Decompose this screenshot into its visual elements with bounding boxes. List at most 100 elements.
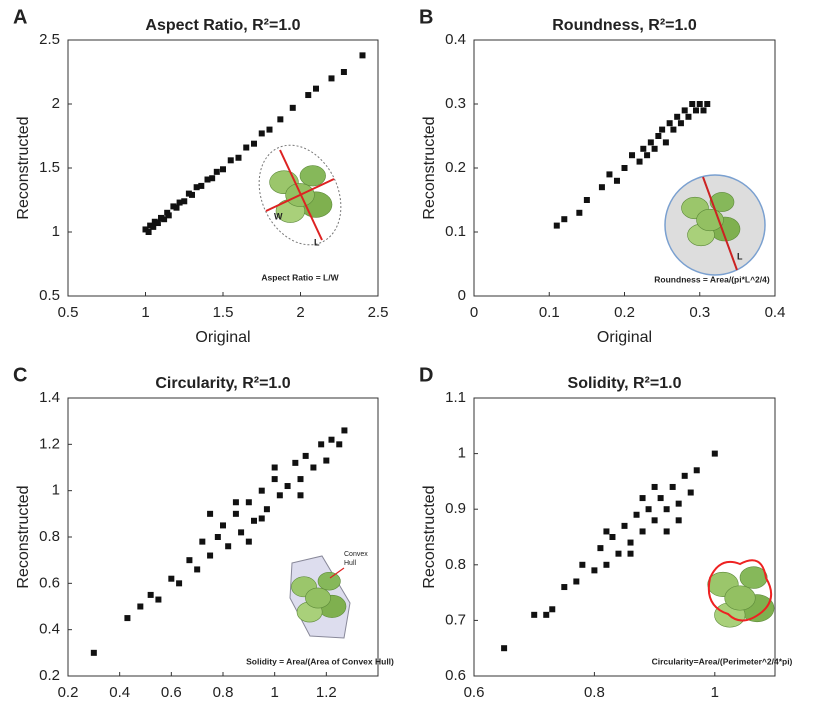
- y-tick-label: 0.7: [445, 611, 466, 628]
- y-tick-label: 0.5: [39, 287, 60, 304]
- scatter-point: [263, 506, 270, 513]
- scatter-point: [647, 139, 654, 146]
- scatter-point: [207, 510, 214, 517]
- scatter-point: [154, 220, 161, 227]
- panel-label: A: [13, 6, 27, 28]
- y-axis-label: Reconstructed: [15, 116, 32, 219]
- scatter-point: [711, 450, 718, 457]
- x-tick-label: 0.1: [539, 304, 560, 321]
- scatter-point: [549, 606, 556, 613]
- scatter-point: [639, 495, 646, 502]
- axes-box: [473, 397, 776, 677]
- y-axis-label: Reconstructed: [15, 485, 32, 588]
- y-tick-label: 0.9: [445, 500, 466, 517]
- scatter-point: [238, 529, 245, 536]
- inset-caption: Roundness = Area/(pi*L^2/4): [654, 274, 770, 284]
- inset-leaf: [724, 585, 756, 611]
- scatter-point: [621, 522, 628, 529]
- x-tick-label: 1: [711, 684, 719, 701]
- y-tick-label: 2.5: [39, 31, 60, 48]
- scatter-point: [340, 69, 347, 75]
- scatter-point: [603, 561, 610, 568]
- scatter-point: [336, 441, 343, 448]
- scatter-point: [124, 615, 131, 622]
- x-tick-label: 0.4: [765, 304, 786, 321]
- scatter-point: [675, 500, 682, 507]
- scatter-point: [663, 506, 670, 513]
- inset-leaf: [709, 192, 735, 212]
- scatter-point: [176, 580, 183, 587]
- scatter-point: [644, 152, 651, 159]
- scatter-point: [659, 126, 666, 133]
- y-tick-label: 1.1: [445, 389, 466, 406]
- scatter-point: [598, 184, 605, 191]
- scatter-point: [633, 511, 640, 518]
- scatter-point: [576, 209, 583, 216]
- y-tick-label: 0.3: [445, 95, 466, 112]
- scatter-point: [207, 552, 214, 559]
- panel-label: B: [419, 6, 433, 28]
- scatter-point: [297, 476, 304, 483]
- scatter-point: [591, 567, 598, 574]
- scatter-point: [313, 85, 319, 92]
- x-tick-label: 0.2: [58, 684, 79, 701]
- inset-caption: Solidity = Area/(Area of Convex Hull): [246, 656, 394, 666]
- scatter-point: [214, 534, 221, 540]
- scatter-point: [636, 158, 643, 165]
- inset-arrow: [329, 567, 345, 579]
- x-tick-label: 2.5: [368, 304, 389, 321]
- scatter-point: [609, 534, 616, 540]
- inset-leaf: [299, 165, 326, 187]
- scatter-point: [158, 214, 164, 221]
- x-tick-label: 1: [141, 304, 149, 321]
- inset-caption: Aspect Ratio = L/W: [261, 272, 339, 282]
- scatter-point: [185, 190, 192, 197]
- scatter-point: [328, 436, 335, 443]
- scatter-point: [168, 575, 175, 582]
- scatter-point: [621, 165, 628, 171]
- scatter-point: [186, 557, 193, 564]
- scatter-point: [328, 75, 335, 82]
- scatter-point: [675, 517, 682, 524]
- scatter-point: [553, 222, 560, 229]
- inset-label: Convex: [344, 551, 368, 558]
- inset-leaf: [739, 566, 768, 589]
- scatter-point: [302, 452, 309, 459]
- scatter-point: [669, 483, 676, 490]
- x-tick-label: 1.5: [213, 304, 234, 321]
- scatter-point: [227, 157, 234, 164]
- x-tick-label: 0.4: [109, 684, 130, 701]
- scatter-point: [323, 457, 330, 464]
- scatter-point: [629, 152, 636, 159]
- scatter-point: [292, 459, 299, 466]
- scatter-point: [251, 140, 257, 147]
- scatter-point: [258, 515, 265, 522]
- scatter-point: [687, 489, 694, 496]
- y-tick-label: 1: [52, 223, 60, 240]
- y-tick-label: 1.5: [39, 159, 60, 176]
- x-tick-label: 0.8: [213, 684, 234, 701]
- inset-leaf: [305, 587, 331, 609]
- scatter-point: [251, 517, 257, 524]
- scatter-point: [681, 472, 688, 479]
- y-tick-label: 0.8: [445, 556, 466, 573]
- scatter-point: [674, 113, 681, 120]
- panel-label: C: [13, 364, 27, 386]
- scatter-point: [318, 441, 325, 448]
- scatter-point: [704, 101, 711, 107]
- panel-label: D: [419, 364, 433, 386]
- scatter-point: [151, 218, 158, 225]
- y-tick-label: 1: [52, 482, 60, 499]
- scatter-point: [245, 499, 252, 506]
- x-tick-label: 0.8: [584, 684, 605, 701]
- scatter-point: [501, 645, 508, 652]
- y-tick-label: 1.2: [39, 435, 60, 452]
- scatter-point: [271, 464, 278, 471]
- x-tick-label: 0.6: [161, 684, 182, 701]
- scatter-point: [161, 216, 168, 223]
- scatter-point: [150, 223, 157, 230]
- scatter-point: [266, 126, 273, 133]
- inset-leaf: [317, 571, 341, 591]
- scatter-point: [137, 603, 144, 610]
